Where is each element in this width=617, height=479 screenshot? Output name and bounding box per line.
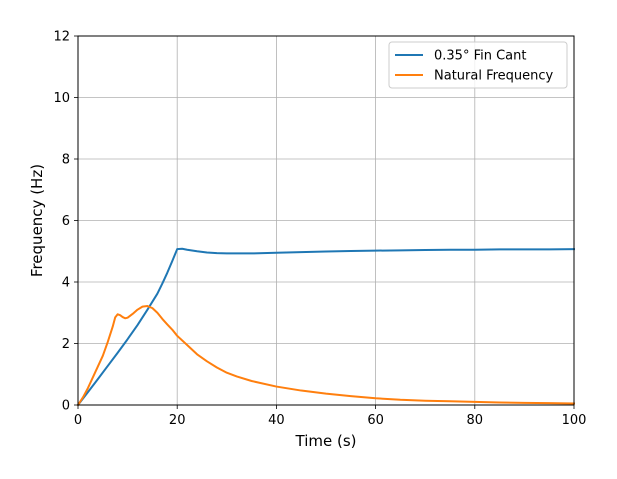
- legend-label: Natural Frequency: [434, 69, 554, 84]
- y-tick-label: 4: [62, 276, 70, 291]
- x-tick-label: 20: [169, 413, 186, 428]
- y-tick-label: 0: [62, 399, 70, 414]
- x-tick-label: 0: [74, 413, 82, 428]
- y-tick-label: 6: [62, 214, 70, 229]
- legend-box: [388, 41, 568, 89]
- legend-label: 0.35° Fin Cant: [434, 49, 526, 64]
- x-tick-label: 40: [268, 413, 285, 428]
- series-layer: [76, 247, 576, 407]
- grid: [77, 35, 575, 406]
- y-tick-label: 2: [62, 337, 70, 352]
- y-axis-label: Frequency (Hz): [28, 164, 46, 277]
- series-line: [76, 304, 576, 407]
- series-line: [76, 247, 576, 407]
- y-tick-label: 12: [53, 30, 70, 45]
- y-tick-label: 10: [53, 91, 70, 106]
- x-tick-label: 80: [467, 413, 484, 428]
- x-axis-label: Time (s): [295, 432, 357, 450]
- legend: 0.35° Fin Cant Natural Frequency: [388, 41, 568, 89]
- y-tick-label: 8: [62, 153, 70, 168]
- ticks: 0 20 40 60 80 100 0 2 4 6 8 10 12: [53, 30, 586, 429]
- x-tick-label: 100: [562, 413, 587, 428]
- x-tick-label: 60: [367, 413, 384, 428]
